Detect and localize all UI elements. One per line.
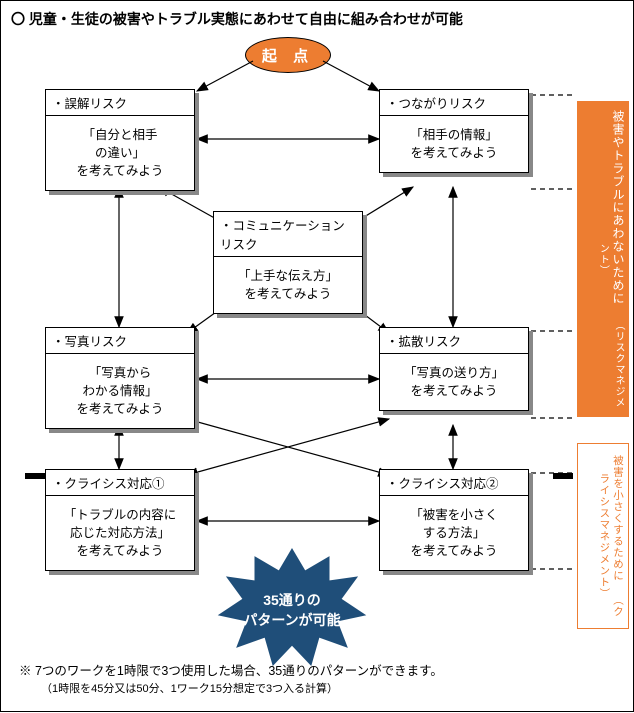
side-band-crisis-mgmt: 被害を小さくするために （クライシスマネジメント）: [577, 443, 629, 629]
node-n3: ・コミュニケーションリスク「上手な伝え方」を考えてみよう: [213, 211, 363, 314]
footnote: ※ 7つのワークを1時限で3つ使用した場合、35通りのパターンができます。 （1…: [19, 662, 443, 697]
band1-main: 被害やトラブルにあわないために: [611, 110, 625, 305]
footnote-sub: （1時限を45分又は50分、1ワーク15分想定で3つ入る計算）: [41, 681, 443, 698]
node-body: 「被害を小さくする方法」を考えてみよう: [379, 495, 529, 571]
node-n2: ・つながりリスク「相手の情報」を考えてみよう: [379, 89, 529, 173]
node-n1: ・誤解リスク「自分と相手の違い」を考えてみよう: [45, 89, 195, 191]
node-title: ・誤解リスク: [45, 89, 195, 115]
band2-main: 被害を小さくするために: [612, 455, 624, 582]
divider-tick: [553, 473, 573, 479]
node-n4: ・写真リスク「写真からわかる情報」を考えてみよう: [45, 327, 195, 429]
node-body: 「トラブルの内容に応じた対応方法」を考えてみよう: [45, 495, 195, 571]
node-title: ・つながりリスク: [379, 89, 529, 115]
divider-tick: [25, 473, 45, 479]
node-title: ・コミュニケーションリスク: [213, 211, 363, 256]
node-n6: ・クライシス対応①「トラブルの内容に応じた対応方法」を考えてみよう: [45, 469, 195, 571]
node-n5: ・拡散リスク「写真の送り方」を考えてみよう: [379, 327, 529, 411]
node-title: ・クライシス対応①: [45, 469, 195, 495]
node-n7: ・クライシス対応②「被害を小さくする方法」を考えてみよう: [379, 469, 529, 571]
node-body: 「自分と相手の違い」を考えてみよう: [45, 115, 195, 191]
start-node: 起 点: [245, 37, 331, 73]
node-title: ・拡散リスク: [379, 327, 529, 353]
node-title: ・クライシス対応②: [379, 469, 529, 495]
side-band-risk-mgmt: 被害やトラブルにあわないために （リスクマネジメント）: [577, 101, 629, 417]
node-body: 「相手の情報」を考えてみよう: [379, 115, 529, 173]
footnote-main: ※ 7つのワークを1時限で3つ使用した場合、35通りのパターンができます。: [19, 662, 443, 681]
pattern-count-burst: 35通りのパターンが可能: [217, 547, 367, 667]
node-body: 「写真からわかる情報」を考えてみよう: [45, 353, 195, 429]
burst-label: 35通りのパターンが可能: [217, 591, 367, 630]
node-body: 「写真の送り方」を考えてみよう: [379, 353, 529, 411]
diagram-frame: 〇 児童・生徒の被害やトラブル実態にあわせて自由に組み合わせが可能 起 点 ・誤…: [0, 0, 634, 712]
start-label: 起 点: [262, 45, 314, 66]
node-title: ・写真リスク: [45, 327, 195, 353]
page-heading: 〇 児童・生徒の被害やトラブル実態にあわせて自由に組み合わせが可能: [11, 9, 623, 29]
node-body: 「上手な伝え方」を考えてみよう: [213, 256, 363, 314]
